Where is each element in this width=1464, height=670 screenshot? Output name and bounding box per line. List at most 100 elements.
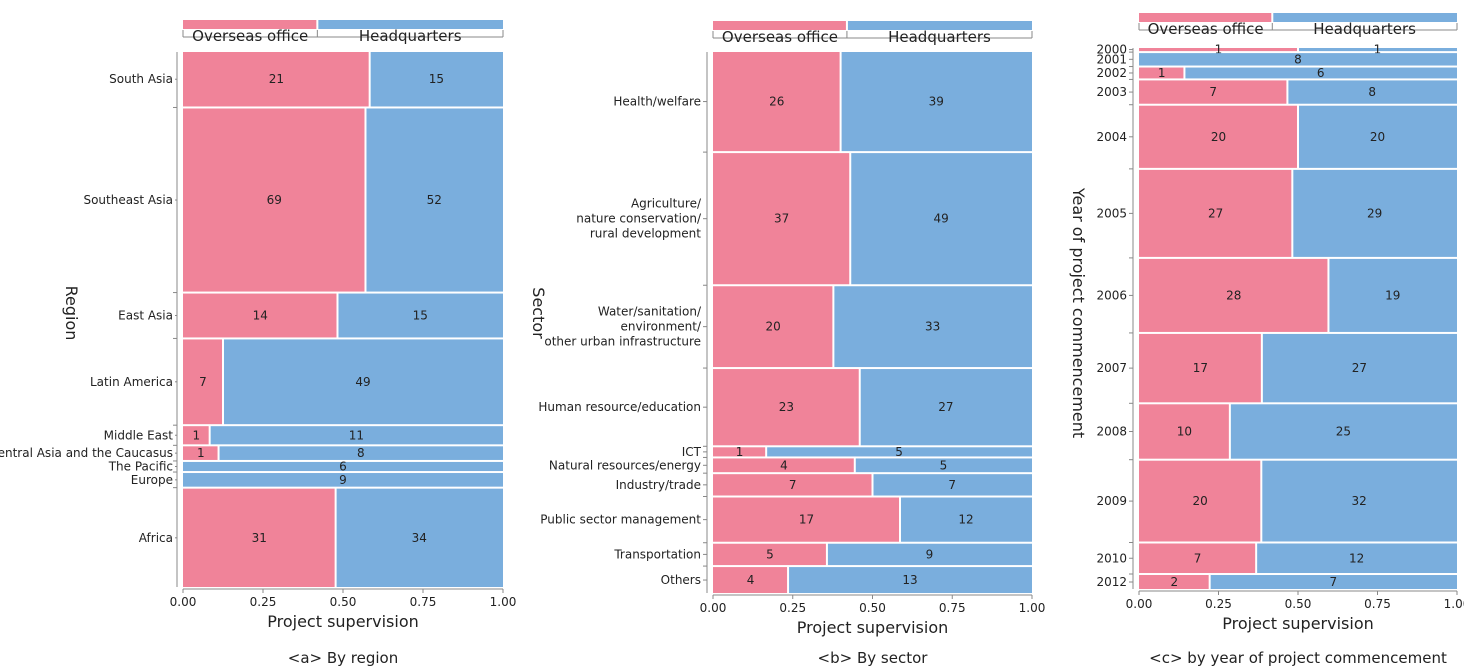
cell-value-headquarters: 15 xyxy=(429,72,444,86)
mosaic-cell-headquarters xyxy=(1210,575,1457,589)
cell-value-headquarters: 13 xyxy=(902,573,917,587)
mosaic-cell-headquarters xyxy=(210,426,503,445)
category-label-line: 2006 xyxy=(1096,288,1127,302)
mosaic-cell-overseas xyxy=(1139,67,1184,79)
cell-value-overseas: 20 xyxy=(1211,130,1226,144)
cell-value-headquarters: 34 xyxy=(412,531,427,545)
mosaic-cell-headquarters xyxy=(183,461,503,472)
mosaic-cell-headquarters xyxy=(1299,105,1457,168)
cell-value-headquarters: 8 xyxy=(1368,85,1376,99)
x-tick-label: 0.00 xyxy=(170,595,197,609)
cell-value-headquarters: 12 xyxy=(958,513,973,527)
cell-value-headquarters: 27 xyxy=(938,400,953,414)
x-tick-label: 0.75 xyxy=(939,601,966,615)
category-label: South Asia xyxy=(109,72,173,86)
x-tick-label: 0.75 xyxy=(410,595,437,609)
cell-value-overseas: 7 xyxy=(789,478,797,492)
category-label-line: 2010 xyxy=(1096,551,1127,565)
x-tick-label: 0.75 xyxy=(1364,597,1391,611)
cell-value-headquarters: 5 xyxy=(895,445,903,459)
category-label-line: East Asia xyxy=(118,309,173,323)
cell-value-overseas: 1 xyxy=(197,446,205,460)
category-label-line: Public sector management xyxy=(540,513,701,527)
legend-label-headquarters: Headquarters xyxy=(888,28,991,46)
mosaic-cell-overseas xyxy=(713,447,766,457)
mosaic-cell-overseas xyxy=(713,474,872,496)
category-label-line: Agriculture/ xyxy=(631,197,702,211)
x-tick-label: 1.00 xyxy=(1019,601,1046,615)
mosaic-cell-overseas xyxy=(713,369,859,446)
category-label: Human resource/education xyxy=(538,400,701,414)
category-label: 2008 xyxy=(1096,424,1127,438)
cell-value-headquarters: 9 xyxy=(339,473,347,487)
cell-value-overseas: 7 xyxy=(199,375,207,389)
category-label-line: Middle East xyxy=(104,428,174,442)
category-label-line: rural development xyxy=(590,227,701,241)
category-label-line: 2000 xyxy=(1096,43,1127,57)
category-label: 2005 xyxy=(1096,206,1127,220)
mosaic-cell-headquarters xyxy=(1230,404,1457,459)
legend-swatch-headquarters xyxy=(318,20,503,29)
mosaic-cell-headquarters xyxy=(1139,53,1457,66)
cell-value-headquarters: 15 xyxy=(413,309,428,323)
panel-caption: <b> By sector xyxy=(818,649,929,667)
category-label-line: Human resource/education xyxy=(538,400,701,414)
legend-label-headquarters: Headquarters xyxy=(359,27,462,45)
mosaic-cell-overseas xyxy=(1139,258,1328,332)
category-label: Central Asia and the Caucasus xyxy=(0,446,173,460)
category-label: Health/welfare xyxy=(613,95,701,109)
mosaic-cell-headquarters xyxy=(1329,258,1457,332)
cell-value-overseas: 1 xyxy=(1215,43,1223,57)
category-label-line: Central Asia and the Caucasus xyxy=(0,446,173,460)
category-label: Agriculture/nature conservation/rural de… xyxy=(576,197,702,241)
mosaic-cell-overseas xyxy=(1139,460,1261,542)
category-label-line: Transportation xyxy=(613,547,701,561)
category-label: Industry/trade xyxy=(616,478,701,492)
category-label: 2003 xyxy=(1096,85,1127,99)
category-label-line: 2007 xyxy=(1096,361,1127,375)
cell-value-headquarters: 33 xyxy=(925,320,940,334)
mosaic-cell-headquarters xyxy=(366,108,503,292)
mosaic-cell-headquarters xyxy=(851,153,1032,285)
category-label-line: 2002 xyxy=(1096,66,1127,80)
legend-swatch-headquarters xyxy=(1273,13,1457,22)
cell-value-headquarters: 7 xyxy=(948,478,956,492)
category-label-line: Southeast Asia xyxy=(83,193,173,207)
mosaic-cell-headquarters xyxy=(1185,67,1457,79)
category-label: 2001 xyxy=(1096,52,1127,66)
cell-value-headquarters: 19 xyxy=(1385,288,1400,302)
x-tick-label: 0.00 xyxy=(700,601,727,615)
panel-caption: <a> By region xyxy=(288,649,398,667)
mosaic-cell-overseas xyxy=(1139,404,1229,459)
legend-swatch-overseas xyxy=(183,20,317,29)
mosaic-cell-headquarters xyxy=(827,543,1032,566)
mosaic-cell-headquarters xyxy=(834,286,1032,368)
category-label-line: 2008 xyxy=(1096,424,1127,438)
mosaic-cell-overseas xyxy=(183,426,209,445)
mosaic-cell-headquarters xyxy=(1262,333,1457,403)
cell-value-headquarters: 52 xyxy=(427,193,442,207)
category-label: Africa xyxy=(139,531,173,545)
cell-value-headquarters: 7 xyxy=(1330,575,1338,589)
x-tick-label: 0.00 xyxy=(1126,597,1153,611)
cell-value-overseas: 28 xyxy=(1226,288,1241,302)
x-tick-label: 0.25 xyxy=(1205,597,1232,611)
mosaic-cell-overseas xyxy=(1139,80,1287,104)
mosaic-cell-overseas xyxy=(1139,575,1209,589)
category-label-line: 2012 xyxy=(1096,575,1127,589)
cell-value-overseas: 69 xyxy=(267,193,282,207)
cell-value-overseas: 20 xyxy=(1193,494,1208,508)
category-label: 2002 xyxy=(1096,66,1127,80)
cell-value-headquarters: 6 xyxy=(339,459,347,473)
legend-label-overseas: Overseas office xyxy=(722,28,838,46)
category-label: 2007 xyxy=(1096,361,1127,375)
mosaic-cell-headquarters xyxy=(336,488,503,587)
x-tick-label: 0.50 xyxy=(1285,597,1312,611)
category-label-line: environment/ xyxy=(621,320,702,334)
cell-value-headquarters: 49 xyxy=(933,212,948,226)
category-label-line: Europe xyxy=(131,473,173,487)
mosaic-cell-headquarters xyxy=(901,497,1032,542)
cell-value-overseas: 4 xyxy=(747,573,755,587)
category-label-line: Latin America xyxy=(90,375,173,389)
